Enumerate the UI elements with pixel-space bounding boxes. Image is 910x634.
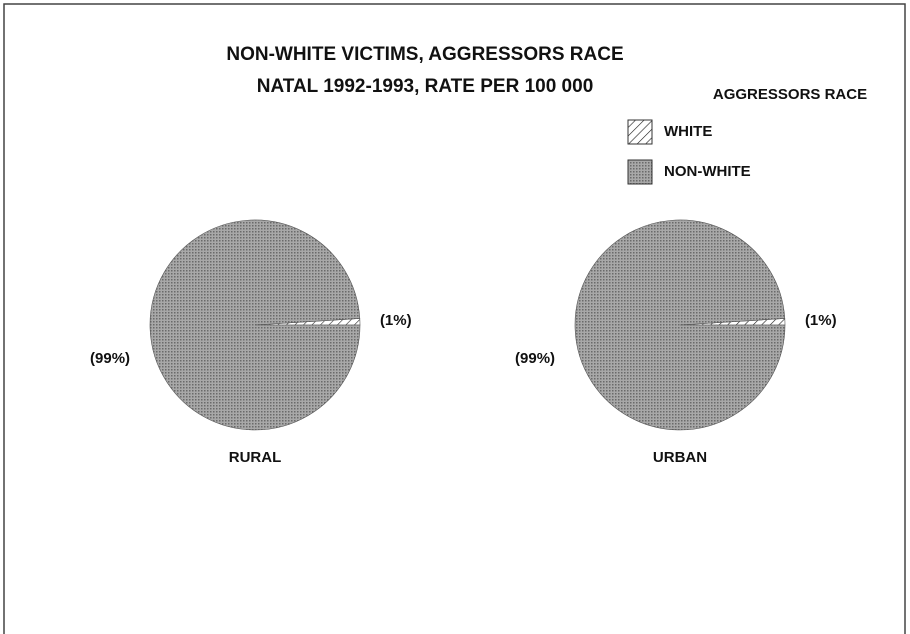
pie-slice (574, 219, 786, 431)
legend-title: AGGRESSORS RACE (713, 86, 867, 103)
frame (3, 3, 906, 634)
pie-caption: URBAN (653, 449, 707, 466)
legend-label: NON-WHITE (664, 163, 751, 180)
chart-subtitle: NATAL 1992-1993, RATE PER 100 000 (257, 76, 594, 97)
slice-label: (1%) (805, 312, 837, 329)
legend-swatch (627, 159, 653, 185)
legend-label: WHITE (664, 123, 712, 140)
legend-swatch (627, 119, 653, 145)
pie-slice (149, 219, 361, 431)
slice-label: (99%) (515, 350, 555, 367)
slice-label: (1%) (380, 312, 412, 329)
slice-label: (99%) (90, 350, 130, 367)
chart-title: NON-WHITE VICTIMS, AGGRESSORS RACE (226, 44, 623, 65)
pie-caption: RURAL (229, 449, 282, 466)
